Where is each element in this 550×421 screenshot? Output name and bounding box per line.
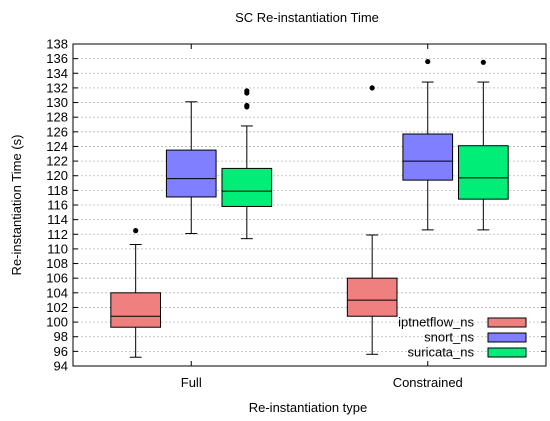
box-body	[221, 167, 273, 207]
x-tick-label: Full	[181, 375, 202, 390]
y-tick-label: 136	[46, 51, 68, 66]
box-suricata_ns-full	[221, 88, 273, 240]
y-tick-label: 106	[46, 271, 68, 286]
y-tick-label: 116	[47, 198, 68, 213]
outlier-point	[244, 102, 250, 109]
y-tick-label: 138	[46, 37, 68, 52]
box-body	[346, 277, 398, 317]
outlier-point	[480, 59, 486, 65]
y-tick-label: 120	[46, 168, 68, 183]
y-tick-label: 128	[46, 110, 68, 125]
y-tick-label: 110	[47, 241, 68, 256]
legend-label-snort_ns: snort_ns	[424, 330, 474, 345]
legend-label-iptnetflow_ns: iptnetflow_ns	[398, 315, 474, 330]
y-tick-label: 118	[47, 183, 68, 198]
plot-frame	[72, 43, 547, 367]
y-tick-label: 124	[46, 139, 68, 154]
y-tick-label: 130	[46, 95, 68, 110]
y-tick-label: 134	[46, 66, 68, 81]
legend-swatch-snort_ns	[487, 332, 527, 343]
box-layer	[110, 58, 509, 358]
y-axis-label: Re-instantiation Time (s)	[9, 135, 24, 276]
y-tick-label: 132	[46, 80, 68, 95]
x-axis-label: Re-instantiation type	[249, 400, 368, 415]
outlier-point	[425, 58, 431, 65]
box-body	[165, 149, 217, 198]
y-tick-label: 126	[46, 124, 68, 139]
y-tick-label: 94	[54, 359, 68, 374]
x-tick-label: Constrained	[393, 375, 463, 390]
legend-swatch-suricata_ns	[487, 347, 527, 358]
y-tick-label: 100	[46, 315, 68, 330]
y-tick-label: 102	[46, 300, 68, 315]
y-tick-label: 96	[54, 344, 68, 359]
box-body	[110, 292, 162, 328]
box-body	[457, 145, 509, 200]
axis-layer: 9496981001021041061081101121141161181201…	[46, 37, 547, 390]
box-iptnetflow_ns-full	[110, 228, 162, 358]
box-snort_ns-constrained	[402, 58, 454, 231]
chart-title: SC Re-instantiation Time	[235, 10, 379, 25]
legend-swatch-iptnetflow_ns	[487, 317, 527, 328]
box-suricata_ns-constrained	[457, 59, 509, 231]
y-tick-label: 122	[46, 154, 68, 169]
y-tick-label: 98	[54, 329, 68, 344]
box-snort_ns-full	[165, 101, 217, 235]
outlier-point	[369, 85, 375, 91]
y-tick-label: 108	[46, 256, 68, 271]
y-tick-label: 112	[47, 227, 68, 242]
y-tick-label: 104	[46, 285, 68, 300]
outlier-point	[133, 228, 139, 234]
box-iptnetflow_ns-constrained	[346, 85, 398, 355]
y-tick-label: 114	[47, 212, 68, 227]
box-body	[402, 133, 454, 181]
legend-label-suricata_ns: suricata_ns	[408, 345, 475, 360]
outlier-point	[244, 88, 250, 94]
